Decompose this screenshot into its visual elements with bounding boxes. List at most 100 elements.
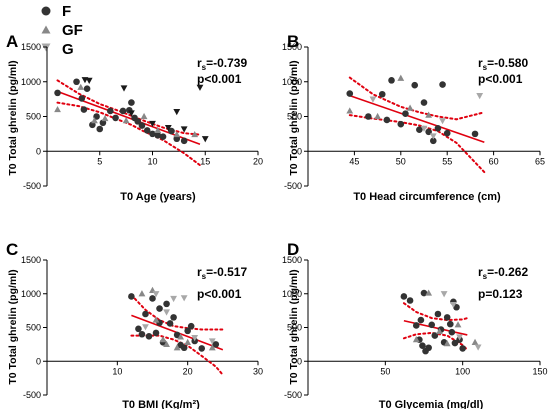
panel-c-y-tick-label: 0 — [36, 356, 41, 366]
panel-b-y-tick-label: 1500 — [282, 42, 302, 52]
panel-c-axes: -500 0 500 1000 1500 10 20 30 — [21, 255, 263, 400]
panel-d-ci-upper — [402, 302, 469, 322]
panel-a-stat-r-value: =-0.739 — [206, 56, 247, 70]
panel-a-point-f — [78, 95, 86, 102]
panel-a-point-g — [164, 125, 172, 132]
panel-a: A T0 Total ghrelin (pg/ml) T0 Age (years… — [6, 32, 263, 203]
panel-a-point-gf — [101, 114, 109, 122]
panel-c-x-tick-label: 20 — [183, 366, 193, 376]
panel-c-point-f — [163, 300, 170, 308]
legend-marker-gf — [41, 25, 51, 34]
panel-a-x-tick-label: 20 — [253, 156, 263, 166]
panel-c-point-g — [152, 291, 160, 298]
panel-b-stat-p: p<0.001 — [478, 72, 523, 86]
panel-a-point-g — [173, 109, 181, 116]
panel-a-point-gf — [91, 117, 98, 124]
panel-b-axes: -500 0 500 1000 1500 45 50 55 60 65 — [282, 42, 545, 191]
panel-c-points — [128, 286, 220, 352]
panel-b-point-f — [365, 113, 372, 120]
panel-b-y-tick-label: 0 — [297, 146, 302, 156]
panel-c-point-gf — [163, 340, 170, 347]
panel-d-point-f — [443, 314, 451, 321]
panel-b-ci-lower — [348, 114, 486, 174]
panel-b-point-g — [420, 125, 428, 132]
panel-b-x-tick-label: 65 — [535, 156, 545, 166]
panel-a-y-tick-label: 1500 — [21, 42, 41, 52]
panel-d-point-g — [474, 344, 482, 351]
panel-d-point-gf — [425, 289, 433, 296]
panel-c-ci-lower — [130, 334, 224, 376]
panel-c-point-f — [212, 341, 220, 348]
panel-a-point-f — [143, 127, 151, 134]
legend-entry-g: G — [41, 41, 74, 58]
panel-c-x-tick-label: 10 — [112, 366, 122, 376]
panel-d-point-f — [420, 289, 428, 297]
panel-d-stat-r: rs=-0.262 — [478, 265, 528, 281]
legend-marker-f — [41, 6, 51, 16]
panel-c-point-f — [198, 345, 206, 352]
panel-b-ci-upper — [348, 76, 486, 121]
legend-label-g: G — [62, 41, 74, 58]
panel-d-letter: D — [287, 240, 299, 259]
panel-a-point-g — [180, 126, 188, 133]
panel-a-point-gf — [122, 117, 130, 124]
panel-c-point-g — [170, 295, 177, 303]
panel-c-ylabel: T0 Total ghrelin (pg/ml) — [7, 269, 19, 384]
panel-c-stat-r: rs=-0.517 — [197, 265, 247, 281]
panel-c-y-tick-label: 500 — [26, 323, 41, 333]
panel-d-x-tick-label: 100 — [455, 366, 470, 376]
panel-d-xlabel: T0 Glycemia (mg/dl) — [379, 399, 484, 409]
panel-d-y-tick-label: 500 — [287, 323, 302, 333]
panel-d-point-g — [456, 334, 463, 341]
panel-b-points — [346, 74, 484, 145]
panel-d-ci-lower — [402, 331, 469, 351]
panel-b-ylabel: T0 Total ghrelin (pg/ml) — [288, 60, 300, 175]
panel-d: D T0 Total ghrelin (pg/ml) T0 Glycemia (… — [282, 240, 548, 409]
panel-c-point-g — [180, 295, 188, 302]
panel-a-xlabel: T0 Age (years) — [120, 191, 196, 203]
panel-b-x-tick-label: 60 — [489, 156, 499, 166]
panel-c: C T0 Total ghrelin (pg/ml) T0 BMI (Kg/m²… — [6, 240, 263, 409]
panel-d-confidence-band — [402, 302, 469, 351]
panel-c-point-f — [142, 310, 149, 318]
panel-c-point-f — [166, 320, 174, 327]
panel-c-point-gf — [138, 290, 146, 297]
panel-b-point-gf — [374, 112, 381, 120]
panel-c-point-f — [152, 329, 160, 337]
panel-b-xlabel: T0 Head circumference (cm) — [353, 191, 501, 203]
panel-b-point-f — [378, 90, 386, 98]
panel-a-point-gf — [154, 126, 162, 133]
panel-a-point-f — [154, 131, 162, 139]
panel-d-point-f — [417, 316, 425, 324]
panel-c-xlabel: T0 BMI (Kg/m²) — [122, 399, 200, 409]
panel-a-point-g — [149, 120, 156, 128]
panel-b-letter: B — [287, 32, 299, 51]
panel-b-point-g — [369, 96, 377, 103]
panel-b-x-tick-label: 45 — [349, 156, 359, 166]
panel-b-point-f — [383, 116, 391, 124]
panel-a-x-tick-label: 5 — [97, 156, 102, 166]
panel-a-axes: -500 0 500 1000 1500 5 10 15 20 — [21, 42, 263, 191]
panel-c-point-f — [135, 325, 142, 333]
panel-a-point-f — [80, 106, 88, 113]
panel-c-point-f — [145, 332, 153, 340]
panel-b-x-tick-label: 55 — [442, 156, 452, 166]
panel-a-stat-p: p<0.001 — [197, 72, 242, 86]
legend-label-gf: GF — [62, 22, 83, 39]
panel-b: B T0 Total ghrelin (pg/ml) T0 Head circu… — [282, 32, 545, 203]
panel-c-letter: C — [6, 240, 18, 259]
panel-c-point-f — [180, 344, 188, 352]
panel-a-y-tick-label: 0 — [36, 146, 41, 156]
panel-d-y-tick-label: 0 — [297, 356, 302, 366]
panel-b-point-f — [471, 130, 479, 138]
panel-c-point-gf — [159, 336, 167, 343]
panel-c-point-gf — [208, 344, 216, 351]
panel-a-point-f — [134, 118, 142, 125]
panel-a-y-tick-label: 1000 — [21, 77, 41, 87]
panel-a-point-gf — [140, 112, 148, 120]
panel-b-point-f — [416, 126, 423, 134]
panel-c-point-f — [170, 314, 177, 321]
panel-a-point-f — [107, 107, 114, 115]
panel-c-y-tick-label: 1000 — [21, 289, 41, 299]
